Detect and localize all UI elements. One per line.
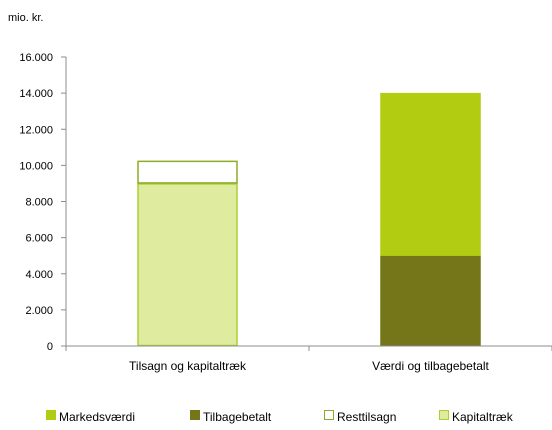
legend-label: Markedsværdi [59, 410, 135, 424]
y-tick-label: 16.000 [19, 52, 53, 64]
y-axis-unit-label: mio. kr. [8, 12, 43, 24]
y-tick-label: 2.000 [25, 305, 53, 317]
y-tick-label: 6.000 [25, 233, 53, 245]
legend-swatch [439, 410, 449, 420]
y-tick-label: 4.000 [25, 269, 53, 281]
y-tick-label: 14.000 [19, 88, 53, 100]
y-tick-label: 8.000 [25, 197, 53, 209]
legend-swatch [324, 410, 334, 420]
legend-label: Resttilsagn [337, 410, 396, 424]
bar-segment-markedsværdi [380, 92, 481, 256]
y-tick-label: 10.000 [19, 160, 53, 172]
bar-segment-kapitaltræk [137, 183, 238, 347]
legend-label: Tilbagebetalt [203, 410, 272, 424]
legend-swatch [190, 410, 200, 420]
legend-label: Kapitaltræk [452, 410, 514, 424]
x-category-label: Værdi og tilbagebetalt [372, 359, 489, 373]
legend-swatch [46, 410, 56, 420]
bar-segment-resttilsagn [137, 160, 238, 184]
y-tick-label: 12.000 [19, 124, 53, 136]
bar-segment-tilbagebetalt [380, 255, 481, 347]
x-category-label: Tilsagn og kapitaltræk [129, 359, 247, 373]
y-tick-label: 0 [47, 341, 53, 353]
